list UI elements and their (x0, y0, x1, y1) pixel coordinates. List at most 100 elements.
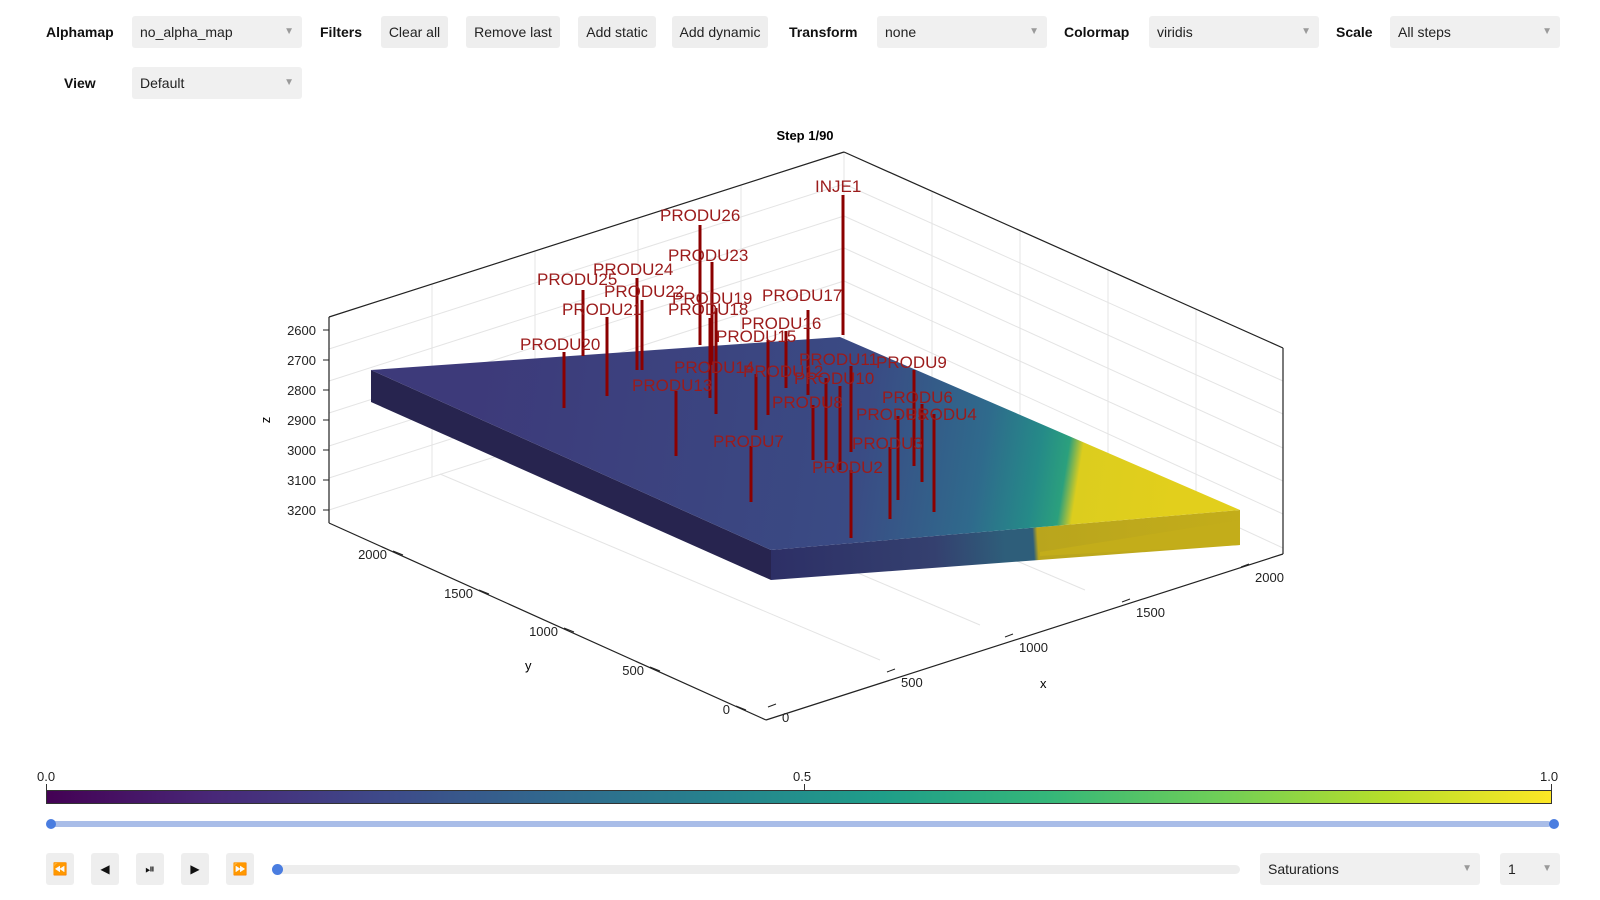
view-value: Default (140, 75, 185, 91)
well-label: PRODU8 (772, 393, 843, 412)
range-max-handle[interactable] (1549, 819, 1559, 829)
well-label: INJE1 (815, 177, 861, 196)
colorbar-tick (1551, 784, 1552, 790)
well-label: PRODU15 (716, 327, 796, 346)
step-slider[interactable] (278, 865, 1240, 874)
play-button[interactable]: ▶ (181, 853, 209, 885)
colorbar-mid-label: 0.5 (793, 769, 812, 784)
y-tick-label: 1500 (444, 586, 473, 601)
colormap-select[interactable]: viridis ▼ (1149, 16, 1319, 48)
y-tick-label: 1000 (529, 624, 558, 639)
add-dynamic-button[interactable]: Add dynamic (672, 16, 768, 48)
step-back-button[interactable]: ◀ (91, 853, 119, 885)
chevron-down-icon: ▼ (284, 77, 294, 88)
y-tick-label: 2000 (358, 547, 387, 562)
y-tick-mark (649, 666, 661, 672)
alphamap-value: no_alpha_map (140, 24, 233, 40)
y-tick-label: 500 (622, 663, 644, 678)
plot-title: Step 1/90 (776, 128, 833, 143)
reservoir-volume (371, 337, 1240, 580)
well-label: PRODU12 (743, 362, 823, 381)
range-min-handle[interactable] (46, 819, 56, 829)
colorbar (46, 790, 1552, 804)
x-axis: 0 500 1000 1500 2000 (767, 563, 1284, 725)
colorbar-tick (46, 784, 47, 790)
colorbar-min-label: 0.0 (37, 769, 56, 784)
well-label: PRODU22 (604, 282, 684, 301)
transform-select[interactable]: none ▼ (877, 16, 1047, 48)
well-label: PRODU6 (882, 388, 953, 407)
well-label: PRODU9 (876, 353, 947, 372)
remove-last-button[interactable]: Remove last (466, 16, 560, 48)
play-pause-button[interactable]: ⏯ (136, 853, 164, 885)
well-label: PRODU23 (668, 246, 748, 265)
z-axis-label: z (258, 417, 273, 424)
add-static-button[interactable]: Add static (578, 16, 656, 48)
well-label: PRODU16 (741, 314, 821, 333)
scale-select[interactable]: All steps ▼ (1390, 16, 1560, 48)
well-label: PRODU5 (856, 405, 927, 424)
x-tick-mark (767, 703, 777, 708)
well-label: PRODU20 (520, 335, 600, 354)
transform-value: none (885, 24, 917, 40)
alphamap-select[interactable]: no_alpha_map ▼ (132, 16, 302, 48)
colormap-value: viridis (1157, 24, 1193, 40)
well-label: PRODU2 (812, 458, 883, 477)
alphamap-label: Alphamap (46, 24, 114, 40)
x-tick-mark (1004, 633, 1014, 638)
view-select[interactable]: Default ▼ (132, 67, 302, 99)
well-label: PRODU7 (713, 432, 784, 451)
z-tick-label: 2700 (287, 353, 316, 368)
fast-forward-icon: ⏩ (232, 862, 248, 876)
color-range-slider[interactable] (51, 821, 1551, 827)
chevron-down-icon: ▼ (1542, 26, 1552, 37)
colorbar-max-label: 1.0 (1540, 769, 1559, 784)
transform-label: Transform (789, 24, 858, 40)
axis-frame (328, 151, 1284, 721)
x-tick-mark (886, 668, 896, 673)
rewind-button[interactable]: ⏪ (46, 853, 74, 885)
variable-select[interactable]: Saturations ▼ (1260, 853, 1480, 885)
x-tick-mark (1240, 563, 1250, 568)
y-tick-mark (735, 705, 747, 711)
y-axis-label: y (525, 658, 532, 673)
scale-value: All steps (1398, 24, 1451, 40)
y-axis: 0 500 1000 1500 2000 (358, 547, 747, 717)
y-tick-label: 0 (723, 702, 730, 717)
well-label: PRODU26 (660, 206, 740, 225)
well-label: PRODU11 (799, 350, 878, 369)
rewind-icon: ⏪ (52, 862, 68, 876)
step-slider-handle[interactable] (272, 864, 283, 875)
well-label: PRODU24 (593, 260, 673, 279)
colormap-label: Colormap (1064, 24, 1130, 40)
well-label: PRODU19 (672, 289, 752, 308)
chevron-down-icon: ▼ (1301, 26, 1311, 37)
component-select[interactable]: 1 ▼ (1500, 853, 1560, 885)
step-back-icon: ◀ (100, 862, 110, 876)
z-axis: 2600 2700 2800 2900 3000 3100 3200 (287, 323, 329, 518)
well-label: PRODU4 (906, 405, 977, 424)
well-label: PRODU13 (632, 376, 712, 395)
x-tick-mark (1121, 598, 1131, 603)
z-tick-label: 3200 (287, 503, 316, 518)
chevron-down-icon: ▼ (1029, 26, 1039, 37)
colorbar-tick (804, 784, 805, 790)
x-tick-label: 0 (782, 710, 789, 725)
well-label: PRODU21 (562, 300, 642, 319)
z-tick-label: 2800 (287, 383, 316, 398)
well-label: PRODU14 (674, 358, 754, 377)
x-axis-label: x (1040, 676, 1047, 691)
scale-label: Scale (1336, 24, 1373, 40)
well-label: PRODU17 (762, 286, 842, 305)
fast-forward-button[interactable]: ⏩ (226, 853, 254, 885)
z-tick-label: 3100 (287, 473, 316, 488)
clear-all-button[interactable]: Clear all (381, 16, 448, 48)
variable-value: Saturations (1268, 861, 1339, 877)
z-tick-label: 2600 (287, 323, 316, 338)
reservoir-3d-plot[interactable]: INJE1PRODU26PRODU23PRODU24PRODU25PRODU22… (0, 0, 1600, 760)
x-tick-label: 1000 (1019, 640, 1048, 655)
well-label: PRODU10 (794, 369, 874, 388)
x-tick-label: 500 (901, 675, 923, 690)
filters-label: Filters (320, 24, 363, 40)
z-tick-label: 2900 (287, 413, 316, 428)
